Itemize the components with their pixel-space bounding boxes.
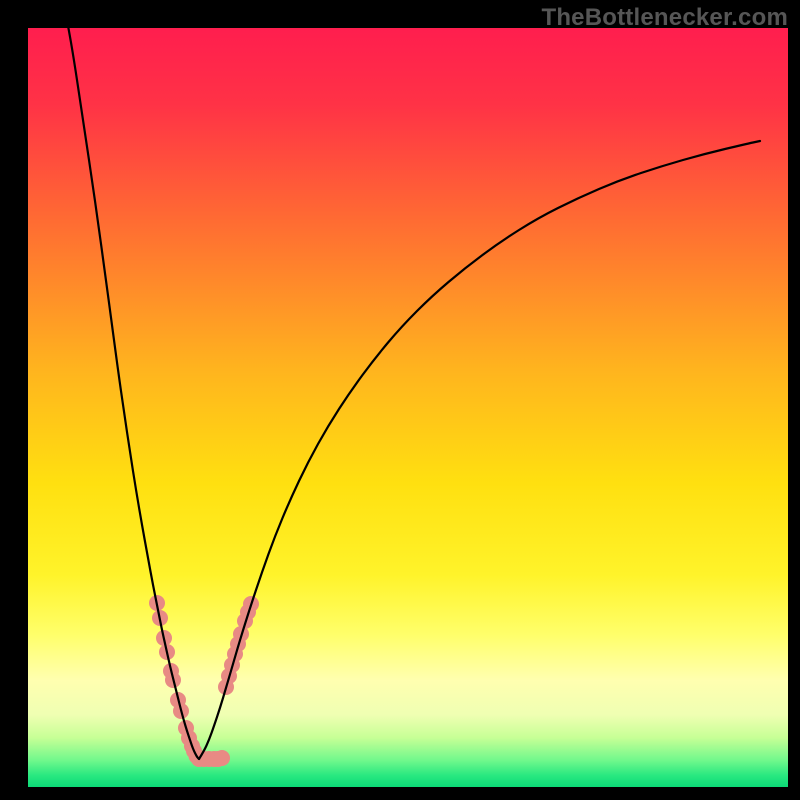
watermark-text: TheBottlenecker.com	[541, 4, 788, 32]
curve-overlay	[28, 28, 788, 787]
chart-frame: TheBottlenecker.com	[0, 0, 800, 800]
left-curve	[63, 28, 199, 759]
right-curve	[199, 141, 760, 759]
marker-group	[149, 595, 259, 767]
data-marker	[214, 750, 230, 766]
plot-area	[28, 28, 788, 787]
